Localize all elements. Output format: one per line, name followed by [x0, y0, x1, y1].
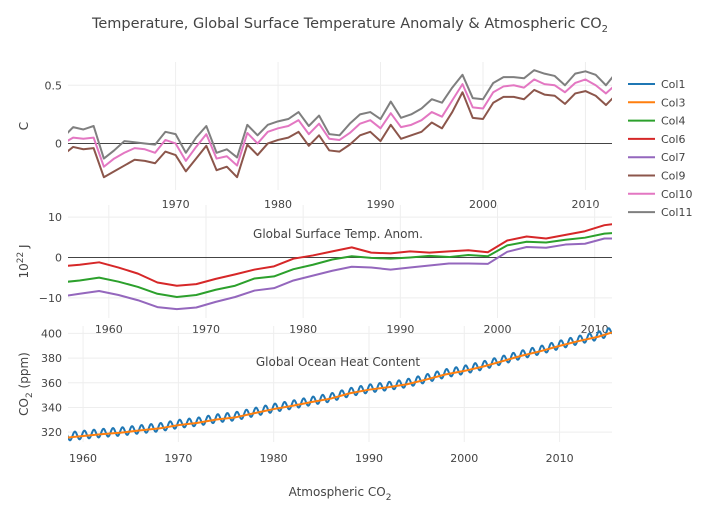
- y-tick-label: −10: [39, 292, 62, 305]
- x-tick-label: 1990: [386, 323, 414, 336]
- x-tick-label: 1980: [260, 452, 288, 465]
- series-group: [68, 327, 612, 442]
- y-tick-label: 360: [41, 377, 62, 390]
- x-tick-label: 2000: [484, 323, 512, 336]
- chart-title: Temperature, Global Surface Temperature …: [91, 16, 608, 35]
- y-tick-label: 0: [55, 137, 62, 150]
- x-axis-title: Atmospheric CO2: [289, 485, 392, 503]
- panel-temperature: 0 0.5 1970 1980 1990 2000 2010 C: [17, 62, 612, 211]
- series-line-col4: [68, 232, 612, 299]
- legend-item: Col7: [661, 151, 685, 164]
- x-tick-label: 1980: [264, 198, 292, 211]
- legend: Col1 Col3 Col4 Col6 Col7 Col9 Col10 Col11: [628, 78, 692, 219]
- x-tick-label: 1970: [192, 323, 220, 336]
- x-tick-label: 1990: [355, 452, 383, 465]
- y-tick-label: 340: [41, 401, 62, 414]
- y-tick-label: 400: [41, 327, 62, 340]
- y-axis-title: C: [17, 122, 31, 130]
- x-tick-label: 1960: [69, 452, 97, 465]
- series-line-col6: [68, 223, 612, 287]
- x-tick-label: 2000: [469, 198, 497, 211]
- series-line-col10: [68, 78, 612, 168]
- x-tick-label: 1980: [289, 323, 317, 336]
- panel-annotation: Global Surface Temp. Anom.: [253, 227, 423, 241]
- legend-item: Col6: [661, 133, 685, 146]
- y-tick-label: 10: [48, 211, 62, 224]
- series-group: [68, 69, 612, 179]
- x-tick-label: 2010: [571, 198, 599, 211]
- panel-annotation: Global Ocean Heat Content: [256, 355, 421, 369]
- legend-item: Col1: [661, 78, 685, 91]
- y-axis-title: CO2 (ppm): [17, 352, 35, 416]
- legend-item: Col3: [661, 96, 685, 109]
- legend-item: Col10: [661, 188, 692, 201]
- legend-item: Col11: [661, 206, 692, 219]
- legend-item: Col9: [661, 170, 685, 183]
- panel-ocean: 320 340 360 380 400 1960 1970 1980 1990 2000 2010 C…: [17, 326, 612, 503]
- series-line-col7: [68, 237, 612, 311]
- x-tick-label: 1990: [367, 198, 395, 211]
- series-line-col1: [68, 327, 612, 442]
- y-tick-label: 0: [55, 251, 62, 264]
- x-tick-label: 1960: [95, 323, 123, 336]
- series-line-col11: [68, 69, 612, 160]
- y-tick-label: 320: [41, 426, 62, 439]
- x-tick-label: 2000: [450, 452, 478, 465]
- series-group: [68, 223, 612, 311]
- y-tick-label: 380: [41, 352, 62, 365]
- x-tick-label: 1970: [164, 452, 192, 465]
- legend-item: Col4: [661, 115, 685, 128]
- y-tick-label: 0.5: [45, 79, 63, 92]
- series-line-col3: [68, 331, 612, 439]
- x-tick-label: 2010: [546, 452, 574, 465]
- series-line-col9: [68, 88, 612, 179]
- y-axis-title: 1022 J: [16, 244, 31, 278]
- x-tick-label: 1970: [162, 198, 190, 211]
